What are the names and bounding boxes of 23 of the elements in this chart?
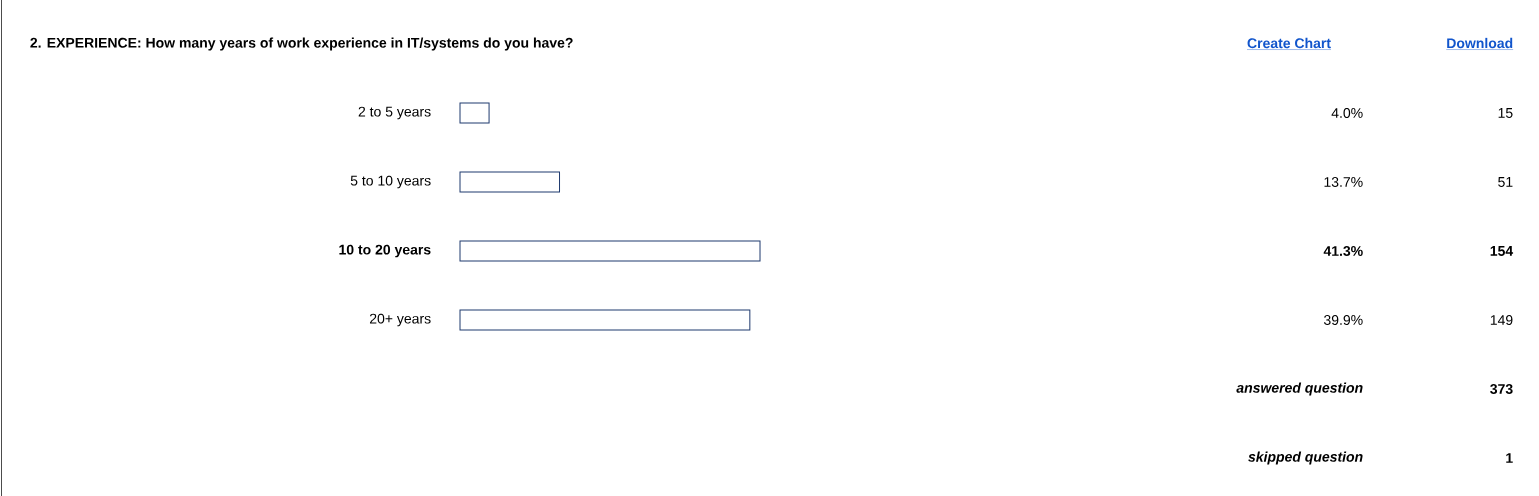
text: 15 [1498,108,1513,118]
text: 2. EXPERIENCE: How many years of work experience in IT/systems do you have? [30,37,573,51]
text: 149 [1490,315,1513,325]
y-tick-label: 5 to 10 years [350,175,431,189]
data-label: 41.3% [1323,246,1363,256]
bar [459,309,751,331]
bar [459,171,561,193]
text: 154 [1490,246,1514,256]
text: answered question [1236,382,1363,396]
text: 373 [1490,384,1513,394]
data-label: 4.0% [1331,108,1363,118]
text: Create Chart [1247,37,1331,49]
y-tick-label: 2 to 5 years [358,106,431,120]
data-label: 39.9% [1323,315,1363,325]
text: skipped question [1248,451,1363,465]
data-label: 13.7% [1324,177,1363,187]
text: 51 [1498,177,1513,187]
y-tick-label: 20+ years [369,313,431,327]
bar [459,102,490,124]
bar [459,240,761,262]
text: Download [1447,37,1513,49]
text: 1 [1506,453,1513,463]
y-tick-label: 10 to 20 years [339,244,431,258]
